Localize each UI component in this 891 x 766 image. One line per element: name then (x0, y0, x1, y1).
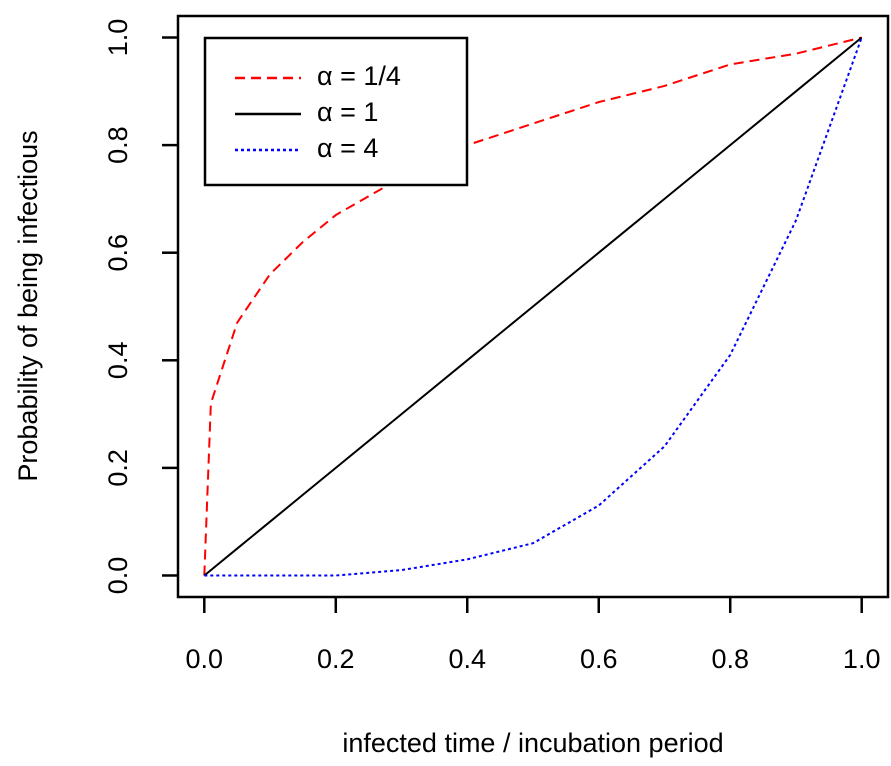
legend-label: α = 4 (317, 133, 378, 163)
x-tick-label: 0.4 (448, 644, 486, 674)
plot-frame (176, 14, 890, 599)
x-tick-label: 0.2 (317, 644, 355, 674)
legend-label: α = 1/4 (317, 61, 401, 91)
y-tick-label: 0.2 (103, 449, 133, 487)
y-axis-label: Probability of being infectious (13, 130, 43, 481)
y-tick-label: 0.6 (103, 234, 133, 272)
series-line (203, 36, 863, 577)
legend-box (203, 36, 469, 187)
x-axis-label: infected time / incubation period (342, 728, 723, 758)
x-tick-label: 0.6 (580, 644, 618, 674)
legend-label: α = 1 (317, 97, 378, 127)
y-tick-label: 1.0 (103, 19, 133, 57)
y-tick-label: 0.8 (103, 126, 133, 164)
series-line (204, 37, 863, 577)
y-tick-label: 0.4 (103, 342, 133, 380)
y-tick-label: 0.0 (103, 557, 133, 595)
x-tick-label: 0.8 (711, 644, 749, 674)
x-tick-label: 1.0 (843, 644, 881, 674)
x-tick-label: 0.0 (186, 644, 224, 674)
